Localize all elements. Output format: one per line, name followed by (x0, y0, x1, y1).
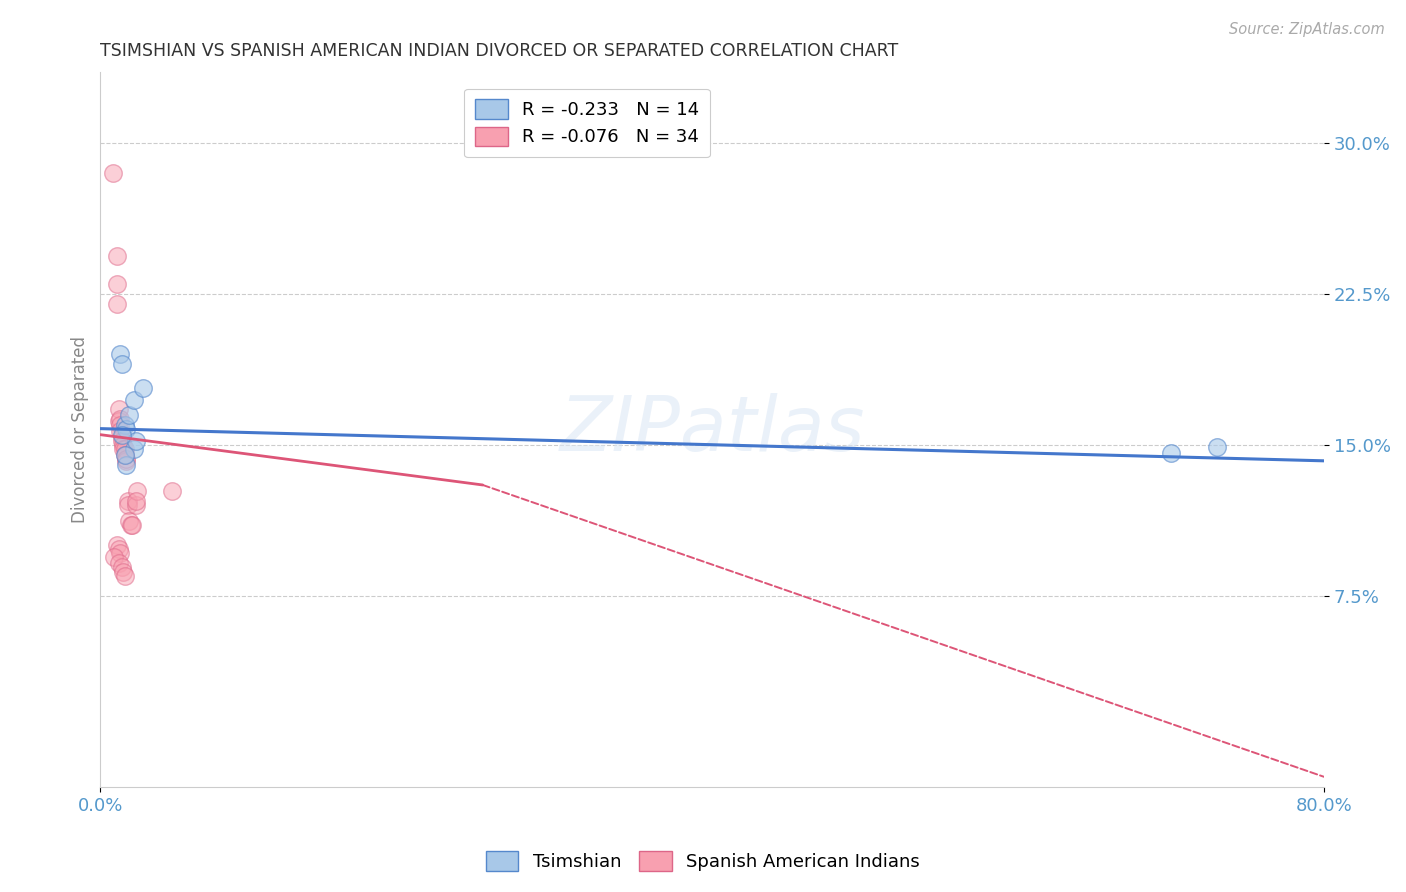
Point (118, 514, 141, 528)
Point (112, 442, 135, 456)
Point (111, 430, 134, 444)
Text: ZIPatlas: ZIPatlas (560, 392, 865, 467)
Legend: Tsimshian, Spanish American Indians: Tsimshian, Spanish American Indians (478, 844, 928, 879)
Point (118, 408, 141, 422)
Point (122, 393, 145, 408)
Point (112, 565, 135, 579)
Point (107, 413, 129, 427)
Legend: R = -0.233   N = 14, R = -0.076   N = 34: R = -0.233 N = 14, R = -0.076 N = 34 (464, 88, 710, 157)
Point (115, 458, 138, 472)
Point (103, 550, 125, 565)
Point (115, 422, 138, 436)
Point (125, 483, 148, 498)
Point (107, 542, 129, 557)
Point (114, 448, 136, 462)
Point (107, 401, 129, 416)
Point (112, 438, 135, 452)
Point (124, 434, 146, 448)
Point (114, 448, 136, 462)
Point (105, 277, 128, 291)
Point (110, 417, 132, 432)
Point (117, 494, 139, 508)
Point (111, 427, 134, 442)
Point (132, 381, 155, 395)
Point (110, 546, 132, 560)
Point (105, 538, 128, 552)
Text: TSIMSHIAN VS SPANISH AMERICAN INDIAN DIVORCED OR SEPARATED CORRELATION CHART: TSIMSHIAN VS SPANISH AMERICAN INDIAN DIV… (100, 42, 898, 60)
Point (110, 347, 132, 361)
Text: Source: ZipAtlas.com: Source: ZipAtlas.com (1229, 22, 1385, 37)
Point (110, 411, 132, 425)
Point (121, 518, 143, 533)
Point (114, 442, 136, 456)
Y-axis label: Divorced or Separated: Divorced or Separated (72, 336, 89, 523)
Point (111, 560, 134, 574)
Point (160, 483, 183, 498)
Point (114, 417, 136, 432)
Point (115, 454, 138, 468)
Point (111, 434, 134, 448)
Point (1205, 440, 1227, 454)
Point (117, 498, 139, 512)
Point (110, 424, 132, 438)
Point (114, 568, 136, 582)
Point (1160, 446, 1182, 460)
Point (124, 498, 146, 512)
Point (115, 451, 138, 466)
Point (122, 442, 145, 456)
Point (120, 518, 142, 533)
Point (101, 166, 124, 180)
Point (105, 297, 128, 311)
Point (105, 248, 128, 262)
Point (124, 494, 146, 508)
Point (107, 557, 129, 571)
Point (111, 357, 134, 371)
